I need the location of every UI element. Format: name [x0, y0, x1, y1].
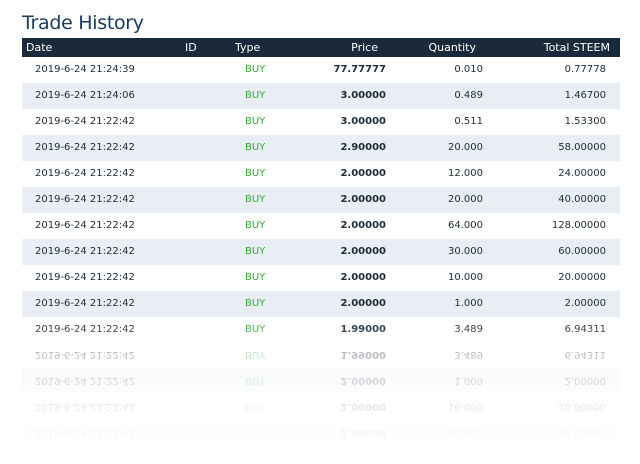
- column-header-type[interactable]: Type: [235, 41, 261, 54]
- cell-date: 2019-6-24 21:22:42: [35, 298, 135, 309]
- table-row[interactable]: 2019-6-24 21:22:42 BUY 2.00000 12.000 24.000…: [22, 161, 620, 187]
- table-row[interactable]: 2019-6-24 21:22:42 BUY 1.99000 3.489 6.94311: [22, 317, 620, 343]
- column-header-date[interactable]: Date: [26, 41, 53, 54]
- cell-type: BUY: [245, 116, 266, 127]
- cell-date: 2019-6-24 21:22:42: [35, 220, 135, 231]
- cell-price: 2.00000: [340, 220, 386, 231]
- cell-total: 58.00000: [558, 142, 606, 153]
- cell-date: 2019-6-24 21:22:42: [35, 168, 135, 179]
- column-header-total[interactable]: Total STEEM: [543, 41, 610, 54]
- table-reflection: 2019-6-24 21:22:42BUY2.0000030.00060.000…: [22, 341, 620, 464]
- cell-total: 0.77778: [564, 64, 606, 75]
- table-row[interactable]: 2019-6-24 21:22:42 BUY 2.00000 1.000 2.00000: [22, 291, 620, 317]
- cell-quantity: 3.489: [454, 324, 483, 335]
- table-row[interactable]: 2019-6-24 21:24:39 BUY 77.77777 0.010 0.7777…: [22, 57, 620, 83]
- column-header-price[interactable]: Price: [351, 41, 378, 54]
- cell-type: BUY: [245, 298, 266, 309]
- cell-price: 77.77777: [333, 64, 386, 75]
- table-row[interactable]: 2019-6-24 21:22:42 BUY 2.00000 30.000 60.000…: [22, 239, 620, 265]
- cell-quantity: 1.000: [454, 298, 483, 309]
- cell-quantity: 0.511: [454, 116, 483, 127]
- fade-overlay: [22, 318, 620, 341]
- cell-date: 2019-6-24 21:22:42: [35, 194, 135, 205]
- cell-type: BUY: [245, 168, 266, 179]
- cell-type: BUY: [245, 220, 266, 231]
- cell-date: 2019-6-24 21:22:42: [35, 142, 135, 153]
- cell-date: 2019-6-24 21:24:06: [35, 90, 135, 101]
- cell-type: BUY: [245, 246, 266, 257]
- cell-quantity: 0.010: [454, 64, 483, 75]
- cell-date: 2019-6-24 21:22:42: [35, 324, 135, 335]
- page-title: Trade History: [22, 12, 144, 34]
- cell-total: 1.46700: [564, 90, 606, 101]
- column-header-quantity[interactable]: Quantity: [428, 41, 476, 54]
- table-row[interactable]: 2019-6-24 21:24:06 BUY 3.00000 0.489 1.46700: [22, 83, 620, 109]
- cell-total: 20.00000: [558, 272, 606, 283]
- table-header: Date ID Type Price Quantity Total STEEM: [22, 38, 620, 57]
- table-row[interactable]: 2019-6-24 21:22:42 BUY 2.00000 10.000 20.000…: [22, 265, 620, 291]
- cell-type: BUY: [245, 90, 266, 101]
- table-row[interactable]: 2019-6-24 21:22:42 BUY 3.00000 0.511 1.53300: [22, 109, 620, 135]
- cell-price: 1.99000: [340, 324, 386, 335]
- cell-price: 2.00000: [340, 194, 386, 205]
- cell-date: 2019-6-24 21:22:42: [35, 272, 135, 283]
- cell-quantity: 30.000: [448, 246, 483, 257]
- cell-price: 2.00000: [340, 246, 386, 257]
- cell-quantity: 20.000: [448, 142, 483, 153]
- cell-quantity: 0.489: [454, 90, 483, 101]
- cell-date: 2019-6-24 21:24:39: [35, 64, 135, 75]
- cell-total: 2.00000: [564, 298, 606, 309]
- table-body: 2019-6-24 21:24:39 BUY 77.77777 0.010 0.7777…: [22, 57, 620, 343]
- table-row[interactable]: 2019-6-24 21:22:42 BUY 2.00000 20.000 40.000…: [22, 187, 620, 213]
- cell-type: BUY: [245, 142, 266, 153]
- cell-price: 3.00000: [340, 90, 386, 101]
- cell-price: 2.00000: [340, 298, 386, 309]
- cell-price: 3.00000: [340, 116, 386, 127]
- column-header-id[interactable]: ID: [185, 41, 197, 54]
- cell-total: 6.94311: [565, 324, 606, 335]
- cell-type: BUY: [245, 324, 265, 335]
- cell-type: BUY: [245, 64, 266, 75]
- cell-total: 128.00000: [551, 220, 606, 231]
- cell-type: BUY: [245, 194, 266, 205]
- cell-total: 40.00000: [558, 194, 606, 205]
- cell-total: 1.53300: [564, 116, 606, 127]
- cell-price: 2.90000: [340, 142, 386, 153]
- cell-quantity: 20.000: [448, 194, 483, 205]
- cell-price: 2.00000: [340, 272, 386, 283]
- cell-quantity: 12.000: [448, 168, 483, 179]
- table-row[interactable]: 2019-6-24 21:22:42 BUY 2.90000 20.000 58.000…: [22, 135, 620, 161]
- cell-date: 2019-6-24 21:22:42: [35, 246, 135, 257]
- cell-quantity: 64.000: [448, 220, 483, 231]
- cell-quantity: 10.000: [448, 272, 483, 283]
- cell-price: 2.00000: [340, 168, 386, 179]
- reflection-fade: [22, 341, 620, 464]
- cell-total: 60.00000: [558, 246, 606, 257]
- table-row[interactable]: 2019-6-24 21:22:42 BUY 2.00000 64.000 128.00…: [22, 213, 620, 239]
- trade-history-table: Date ID Type Price Quantity Total STEEM …: [22, 38, 620, 343]
- cell-total: 24.00000: [558, 168, 606, 179]
- cell-date: 2019-6-24 21:22:42: [35, 116, 135, 127]
- cell-type: BUY: [245, 272, 266, 283]
